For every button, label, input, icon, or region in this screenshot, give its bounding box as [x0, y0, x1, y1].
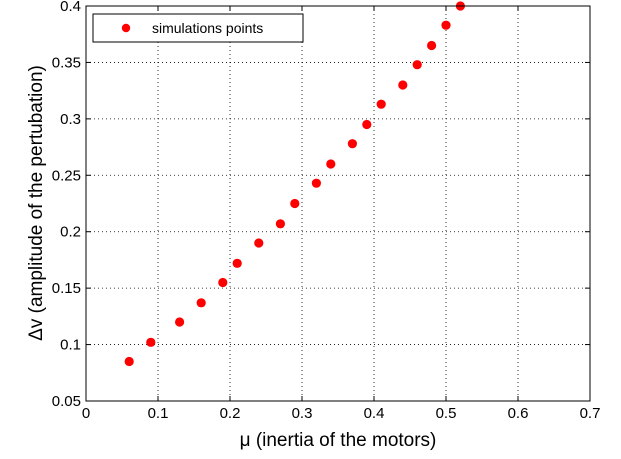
data-point	[290, 198, 300, 209]
grid-lines	[86, 6, 590, 401]
y-axis-label: Δv (amplitude of the pertubation)	[26, 65, 47, 341]
data-point	[398, 80, 408, 90]
y-tick-label: 0.4	[60, 0, 81, 15]
data-point	[124, 356, 134, 367]
y-tick-label: 0.15	[52, 280, 81, 297]
x-tick-labels: 0 0.1 0.2 0.3 0.4 0.5 0.6 0.7	[82, 405, 601, 422]
data-point	[412, 60, 422, 70]
y-tick-label: 0.1	[60, 337, 81, 354]
data-point	[441, 20, 451, 30]
legend-box	[92, 13, 304, 43]
x-tick-label: 0.7	[580, 405, 601, 422]
legend-label: simulations points	[152, 20, 263, 36]
data-point	[196, 298, 206, 308]
data-point	[218, 277, 228, 288]
plot-area	[86, 6, 590, 401]
data-point	[254, 238, 264, 248]
data-point	[326, 159, 336, 169]
data-point	[175, 317, 185, 327]
data-point	[275, 219, 285, 229]
x-tick-label: 0	[82, 405, 90, 422]
y-tick-label: 0.3	[60, 111, 81, 128]
axis-ticks	[85, 5, 591, 402]
data-points	[124, 1, 465, 367]
y-tick-labels: 0.05 0.1 0.15 0.2 0.25 0.3 0.35 0.4	[52, 0, 81, 410]
y-tick-label: 0.2	[60, 224, 81, 241]
y-tick-label: 0.05	[52, 393, 81, 410]
x-tick-label: 0.2	[220, 405, 241, 422]
data-point	[146, 337, 156, 347]
x-tick-label: 0.3	[292, 405, 313, 422]
legend-marker	[121, 23, 131, 33]
data-point	[311, 178, 321, 188]
plot-frame	[85, 5, 591, 402]
data-point	[376, 99, 386, 109]
x-tick-label: 0.6	[508, 405, 529, 422]
x-tick-label: 0.5	[436, 405, 457, 422]
data-point	[427, 40, 437, 51]
x-axis-label: μ (inertia of the motors)	[240, 430, 437, 451]
x-tick-label: 0.4	[364, 405, 385, 422]
x-tick-label: 0.1	[148, 405, 169, 422]
legend: simulations points	[92, 13, 304, 43]
y-tick-label: 0.35	[52, 54, 81, 71]
data-point	[232, 258, 242, 268]
data-point	[362, 119, 372, 130]
y-tick-label: 0.25	[52, 167, 81, 184]
data-point	[347, 139, 357, 149]
